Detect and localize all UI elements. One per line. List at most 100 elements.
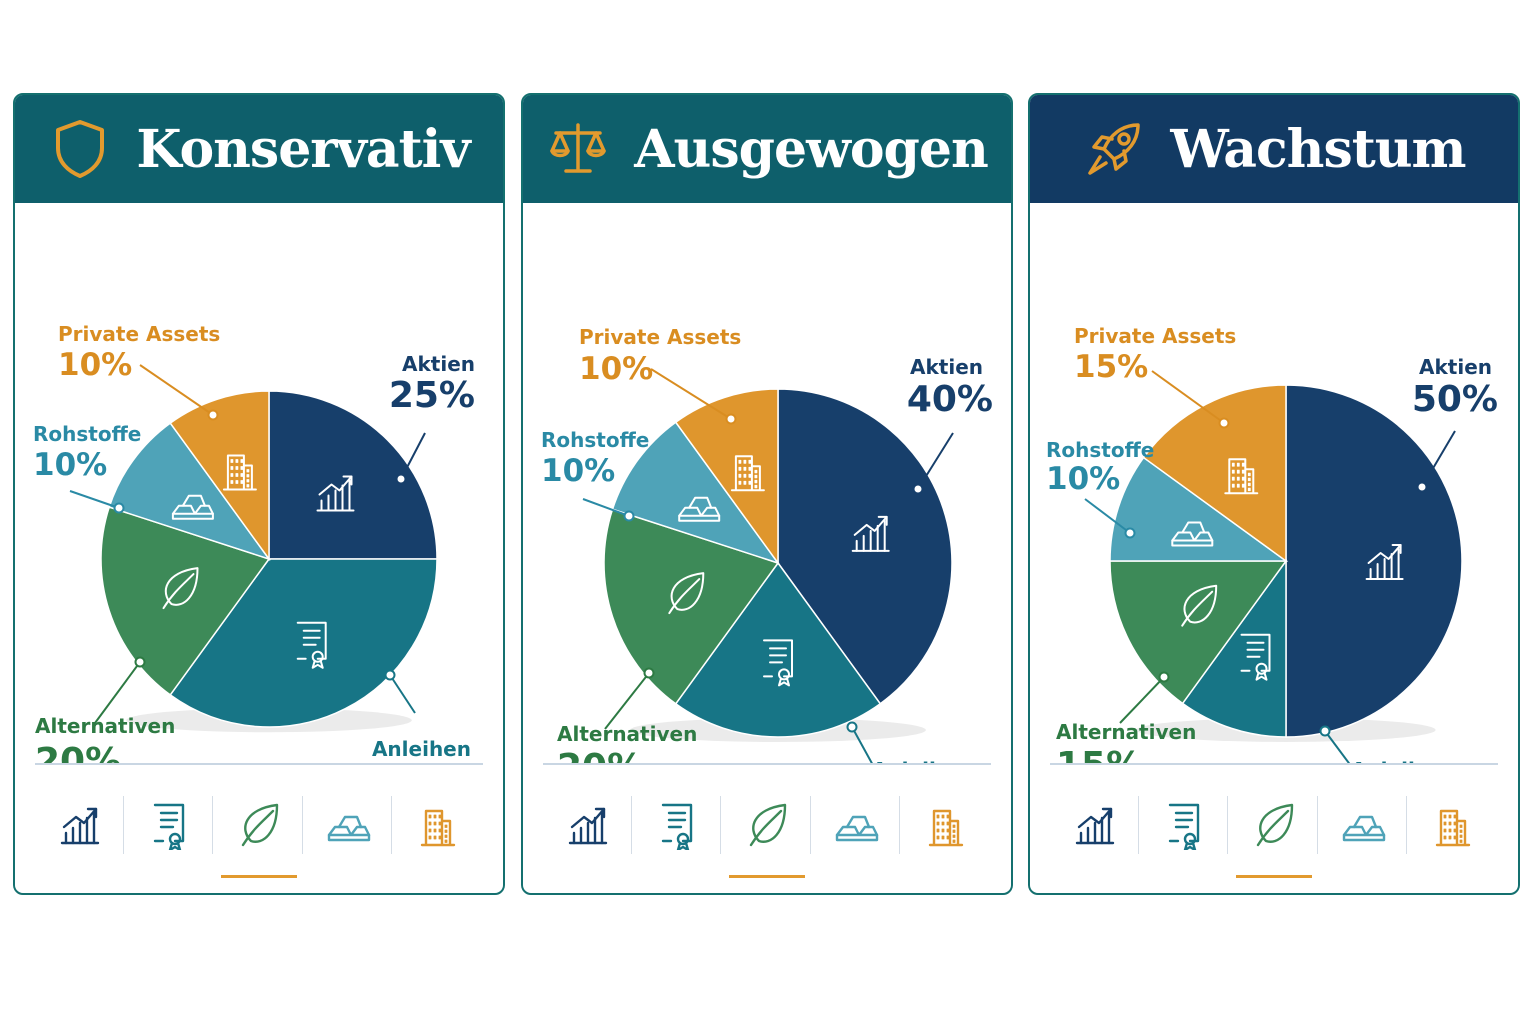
leader-line (400, 432, 426, 480)
category-label-rohstoffe: Rohstoffe (33, 422, 141, 446)
leader-dot (384, 669, 396, 681)
building-icon (730, 455, 765, 492)
leader-dot (846, 721, 858, 733)
leader-line (1421, 430, 1456, 488)
footer-icon-row (35, 785, 483, 865)
building-icon (222, 454, 257, 491)
card-header: Ausgewogen (523, 95, 1011, 203)
chart-up-icon (851, 515, 890, 552)
leader-line (1084, 498, 1131, 534)
leader-line (139, 364, 214, 416)
chart-up-icon (316, 475, 355, 512)
category-label-rohstoffe: Rohstoffe (541, 428, 649, 452)
footer-active-indicator (729, 875, 805, 878)
percent-label-private-assets: 10% (579, 351, 653, 387)
certificate-icon (1137, 790, 1230, 860)
leaf-icon (1181, 584, 1218, 627)
category-label-anleihen: Anleihen (372, 737, 471, 761)
leader-dot (395, 473, 407, 485)
pie-slice-rohstoffe (1109, 456, 1289, 562)
pie-chart: Aktien40%Anleihen20%Alternativen20%Rohst… (541, 325, 993, 763)
leader-line (94, 661, 141, 724)
leader-line (851, 726, 873, 763)
building-icon (899, 790, 991, 860)
leader-dot (1158, 671, 1170, 683)
category-label-alternativen: Alternativen (557, 722, 697, 746)
leader-line (1151, 370, 1225, 424)
certificate-icon (122, 790, 215, 860)
category-label-private-assets: Private Assets (579, 325, 741, 349)
building-icon (1406, 790, 1498, 860)
pie-slice-private-assets (1142, 384, 1287, 563)
rocket-icon (1082, 117, 1146, 181)
leaf-icon (162, 567, 199, 610)
building-icon (1224, 458, 1259, 495)
leader-line (650, 368, 732, 420)
chart-up-icon (543, 790, 633, 860)
category-label-aktien: Aktien (1419, 355, 1492, 379)
certificate-icon (630, 790, 723, 860)
leaf-icon (720, 790, 812, 860)
leader-dot (1124, 527, 1136, 539)
pie-slice-alternativen (1109, 560, 1288, 705)
portfolio-card-konservativ: Konservativ Aktien25%Anleihen35%Alternat… (13, 93, 505, 895)
leader-line (917, 432, 954, 490)
leader-dot (1319, 725, 1331, 737)
percent-label-aktien: 50% (1412, 379, 1498, 420)
building-icon (391, 790, 483, 860)
category-label-alternativen: Alternativen (35, 714, 175, 738)
percent-label-aktien: 40% (907, 379, 993, 420)
leader-line (1324, 730, 1351, 763)
leaf-icon (212, 790, 304, 860)
percent-label-alternativen: 15% (1056, 745, 1142, 763)
leader-line (582, 498, 630, 517)
leader-line (389, 674, 416, 714)
percent-label-alternativen: 20% (35, 741, 121, 763)
footer-active-indicator (1236, 875, 1312, 878)
category-label-rohstoffe: Rohstoffe (1046, 438, 1154, 462)
footer-divider (1050, 763, 1498, 765)
footer-divider (35, 763, 483, 765)
leaf-icon (1227, 790, 1319, 860)
gold-bars-icon (301, 790, 394, 860)
leader-dot (1416, 481, 1428, 493)
certificate-icon (296, 621, 327, 669)
category-label-anleihen: Anleihen (872, 758, 971, 763)
leader-dot (113, 502, 125, 514)
card-header: Wachstum (1030, 95, 1518, 203)
pie-slice-aktien (1285, 384, 1463, 738)
certificate-icon (1240, 633, 1271, 681)
category-label-anleihen: Anleihen (1351, 758, 1450, 763)
pie-slice-aktien (777, 388, 953, 705)
percent-label-private-assets: 10% (58, 347, 132, 383)
pie-slice-rohstoffe (108, 422, 271, 561)
leader-dot (1218, 417, 1230, 429)
category-label-private-assets: Private Assets (58, 322, 220, 346)
footer-icon-row (1050, 785, 1498, 865)
leader-line (604, 672, 650, 730)
pie-slice-rohstoffe (611, 421, 780, 565)
pie-slice-anleihen (674, 561, 882, 738)
footer-divider (543, 763, 991, 765)
card-header: Konservativ (15, 95, 503, 203)
percent-label-aktien: 25% (389, 375, 475, 416)
leader-dot (207, 409, 219, 421)
scales-icon (546, 117, 610, 181)
pie-slice-private-assets (674, 388, 779, 566)
footer-active-indicator (221, 875, 297, 878)
leader-line (1119, 676, 1165, 724)
category-label-alternativen: Alternativen (1056, 720, 1196, 744)
gold-bars-icon (809, 790, 902, 860)
certificate-icon (763, 639, 793, 687)
gold-bars-icon (678, 496, 721, 522)
card-title: Konservativ (136, 118, 470, 180)
chart-up-icon (1050, 790, 1140, 860)
gold-bars-icon (1171, 521, 1214, 547)
leader-dot (725, 413, 737, 425)
leader-dot (912, 483, 924, 495)
chart-up-icon (1365, 544, 1404, 580)
gold-bars-icon (171, 494, 214, 520)
pie-slice-anleihen (1181, 558, 1287, 738)
